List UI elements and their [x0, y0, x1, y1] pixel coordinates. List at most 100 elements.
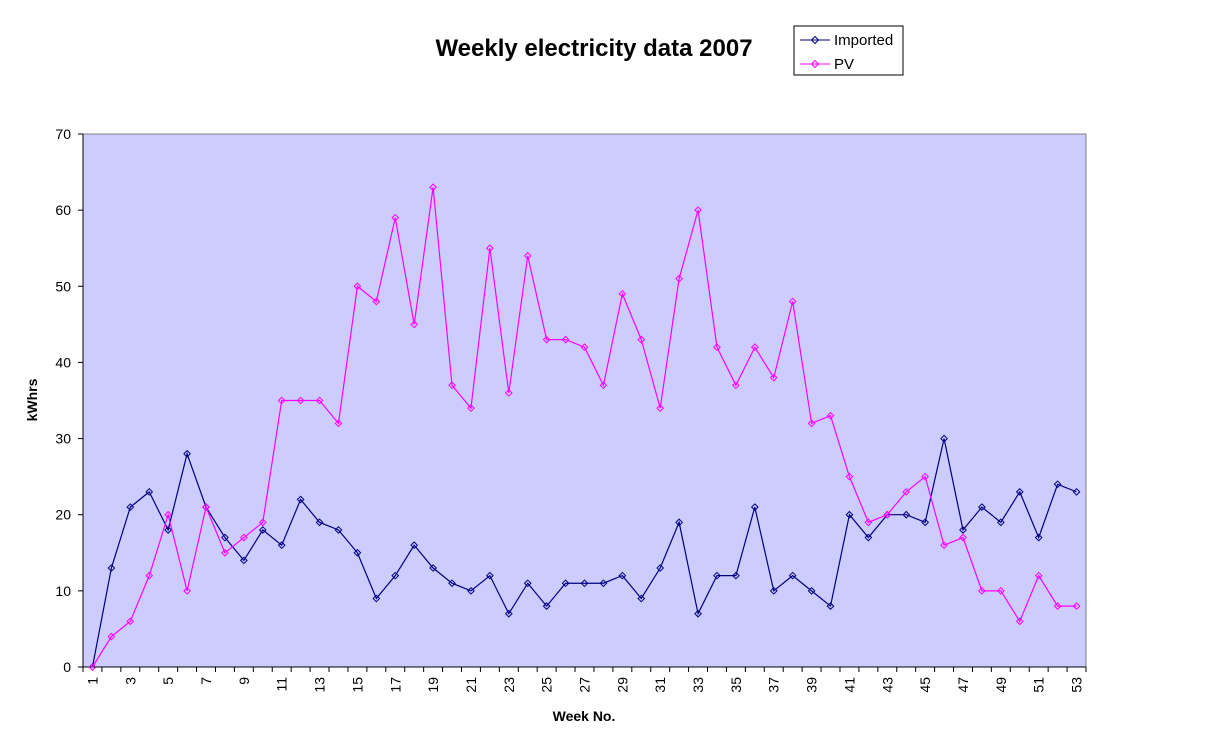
data-point-pv: [353, 282, 362, 291]
data-point-pv: [145, 571, 154, 580]
y-tick-label: 40: [55, 354, 71, 370]
x-tick-label: 39: [804, 677, 820, 693]
data-point-imported: [145, 487, 154, 496]
data-point-pv: [334, 419, 343, 428]
data-point-imported: [334, 526, 343, 534]
plot-area: [82, 133, 1087, 668]
data-point-imported: [996, 518, 1005, 527]
x-tick-label: 3: [122, 677, 138, 685]
data-point-pv: [750, 343, 759, 352]
data-point-imported: [1053, 480, 1062, 489]
x-tick-label: 27: [577, 677, 593, 693]
x-tick-label: 25: [539, 677, 555, 693]
data-point-pv: [921, 472, 930, 481]
data-point-imported: [1034, 533, 1043, 542]
data-point-pv: [807, 419, 816, 428]
data-point-pv: [826, 411, 835, 420]
series-line-pv: [91, 187, 1077, 668]
data-point-pv: [599, 381, 608, 390]
data-point-imported: [769, 586, 778, 595]
data-point-pv: [1015, 617, 1024, 626]
data-point-imported: [315, 518, 324, 527]
data-point-imported: [1072, 487, 1081, 496]
data-point-imported: [902, 510, 911, 519]
data-point-pv: [769, 373, 778, 382]
data-point-pv: [580, 343, 589, 352]
y-tick-label: 50: [55, 278, 71, 294]
x-tick-label: 7: [198, 677, 214, 685]
data-point-pv: [391, 213, 400, 222]
data-point-imported: [183, 449, 191, 458]
data-point-pv: [88, 663, 97, 671]
data-point-pv: [618, 289, 627, 298]
data-point-imported: [788, 571, 797, 580]
data-point-pv: [902, 487, 911, 496]
series-imported: [88, 434, 1081, 671]
x-tick-label: 37: [766, 677, 782, 693]
data-point-imported: [448, 579, 456, 588]
data-point-imported: [410, 541, 419, 550]
data-point-pv: [978, 586, 986, 595]
y-tick-label: 0: [63, 659, 71, 675]
data-point-pv: [637, 335, 646, 344]
data-point-imported: [391, 571, 400, 580]
x-tick-label: 17: [387, 677, 403, 693]
legend-box: [793, 25, 904, 76]
data-point-pv: [959, 533, 967, 542]
x-tick-label: 47: [955, 677, 971, 693]
data-point-pv: [107, 632, 116, 641]
y-tick-label: 70: [55, 126, 71, 142]
data-point-pv: [656, 404, 665, 413]
data-point-pv: [864, 518, 873, 527]
data-point-pv: [221, 548, 229, 557]
y-axis-label: kWhrs: [24, 378, 40, 421]
data-point-imported: [750, 503, 759, 512]
data-point-imported: [239, 556, 248, 565]
x-tick-label: 41: [841, 677, 857, 693]
data-point-imported: [107, 564, 116, 572]
data-point-imported: [277, 541, 286, 550]
data-point-pv: [126, 617, 135, 626]
data-point-imported: [164, 526, 173, 534]
data-point-imported: [372, 594, 381, 603]
data-point-pv: [883, 510, 892, 519]
data-point-pv: [731, 381, 740, 390]
x-tick-label: 29: [614, 677, 630, 693]
x-tick-label: 15: [349, 677, 365, 693]
data-point-imported: [429, 564, 438, 572]
data-point-pv: [277, 396, 286, 405]
data-point-imported: [485, 571, 494, 580]
data-point-imported: [126, 503, 135, 512]
data-point-imported: [713, 571, 721, 580]
data-point-imported: [637, 594, 646, 603]
data-point-imported: [959, 526, 967, 534]
data-point-pv: [202, 503, 210, 512]
data-point-imported: [675, 518, 684, 527]
data-point-imported: [978, 503, 986, 512]
y-tick-label: 60: [55, 202, 71, 218]
x-tick-label: 43: [879, 677, 895, 693]
series-line-imported: [91, 438, 1077, 668]
data-point-imported: [826, 602, 835, 610]
data-point-pv: [429, 183, 438, 192]
x-tick-label: 13: [312, 677, 328, 693]
data-point-imported: [467, 586, 475, 595]
data-point-pv: [694, 206, 702, 215]
x-tick-label: 11: [274, 677, 290, 692]
data-point-imported: [921, 518, 930, 527]
y-tick-label: 30: [55, 431, 71, 447]
data-point-pv: [315, 396, 324, 405]
x-tick-label: 31: [652, 677, 668, 693]
data-point-imported: [580, 579, 589, 588]
data-point-imported: [523, 579, 532, 588]
data-point-pv: [485, 244, 494, 253]
x-tick-label: 49: [993, 677, 1009, 693]
data-point-imported: [731, 571, 740, 580]
x-tick-label: 21: [463, 677, 479, 693]
data-point-imported: [542, 602, 551, 610]
x-axis-label: Week No.: [553, 708, 616, 724]
data-point-pv: [1034, 571, 1043, 580]
chart-title: Weekly electricity data 2007: [435, 35, 752, 62]
